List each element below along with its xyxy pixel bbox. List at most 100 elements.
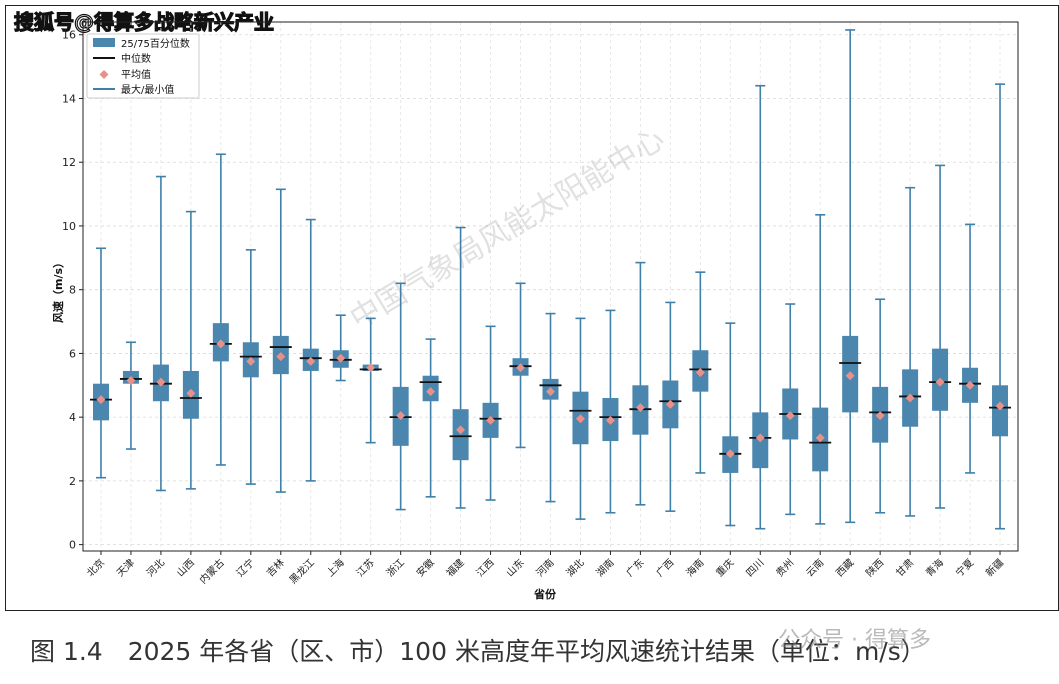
x-tick-label: 四川 [744, 557, 766, 579]
mean-marker [575, 414, 585, 424]
box-21 [689, 271, 712, 474]
legend-label-median: 中位数 [121, 52, 151, 65]
x-tick-label: 北京 [84, 556, 107, 579]
mean-marker [755, 433, 765, 443]
x-tick-label: 安徽 [413, 556, 436, 579]
x-tick-label: 云南 [803, 556, 826, 579]
mean-marker [695, 368, 705, 378]
x-tick-label: 辽宁 [234, 556, 257, 579]
box-7 [269, 188, 292, 493]
box-9 [329, 314, 352, 382]
x-axis-label: 省份 [533, 587, 557, 601]
mean-marker [995, 401, 1005, 411]
x-tick-label: 西藏 [834, 557, 857, 580]
box-12 [419, 338, 442, 498]
x-tick-label: 河北 [144, 557, 167, 580]
x-tick-label: 湖南 [593, 556, 616, 579]
y-tick-label: 4 [69, 411, 76, 424]
box-31 [989, 83, 1012, 530]
box-18 [599, 309, 622, 514]
mean-marker [186, 388, 196, 398]
legend-swatch-mean [99, 70, 109, 79]
box-8 [299, 218, 322, 482]
box-14 [479, 325, 502, 501]
mean-marker [875, 411, 885, 421]
box-20 [659, 301, 682, 512]
mean-marker [396, 411, 406, 421]
y-tick-label: 0 [69, 539, 76, 552]
x-tick-label: 青海 [923, 556, 946, 579]
mean-marker [935, 377, 945, 387]
box-30 [959, 223, 982, 474]
mean-marker [276, 352, 286, 362]
box-27 [869, 298, 892, 514]
mean-marker [426, 387, 436, 397]
mean-marker [845, 371, 855, 381]
x-tick-label: 山东 [503, 556, 526, 579]
y-tick-labels: 0 2 4 6 8 10 12 14 16 [62, 29, 83, 552]
x-tick-label: 海南 [683, 556, 706, 579]
mean-marker [486, 415, 496, 425]
mean-marker [965, 380, 975, 390]
y-tick-label: 10 [62, 220, 76, 233]
x-tick-label: 陕西 [863, 556, 886, 579]
box-6 [239, 249, 262, 485]
mean-marker [815, 433, 825, 443]
box-2 [119, 341, 142, 450]
mean-marker [905, 393, 915, 403]
box-11 [389, 282, 412, 511]
box-1 [89, 247, 112, 479]
mean-marker [546, 387, 555, 397]
x-tick-labels: 北京 天津 河北 山西 内蒙古 辽宁 吉林 黑龙江 上海 江苏 浙江 安徽 福建 江西 山东 河南 湖北 湖南 广东… [84, 551, 1006, 586]
y-tick-label: 16 [62, 29, 76, 42]
figure-caption: 图 1.4 2025 年各省（区、市）100 米高度年平均风速统计结果（单位：m… [30, 637, 926, 666]
x-tick-label: 吉林 [264, 556, 287, 579]
x-tick-label: 江苏 [353, 556, 376, 579]
legend-label-box: 25/75百分位数 [121, 37, 190, 50]
boxplot-chart: 0 2 4 6 8 10 12 14 16 北京 天津 河北 山西 内蒙古 辽宁 吉林 黑龙江 上海 江苏 浙江 安徽… [51, 21, 1019, 601]
mean-marker [665, 399, 675, 409]
legend-label-whisker: 最大/最小值 [121, 83, 174, 96]
mean-marker [306, 356, 316, 366]
x-tick-label: 福建 [443, 556, 466, 579]
box-29 [929, 164, 952, 509]
legend-swatch-box [93, 38, 115, 47]
y-tick-label: 2 [69, 475, 76, 488]
x-tick-label: 宁夏 [953, 556, 976, 579]
box-28 [899, 186, 922, 517]
box-23 [749, 84, 772, 530]
x-tick-label: 天津 [114, 557, 137, 580]
x-tick-label: 重庆 [713, 556, 736, 579]
y-axis-label: 风速（m/s） [51, 257, 65, 323]
x-tick-label: 广东 [623, 556, 646, 579]
x-tick-label: 广西 [654, 557, 677, 580]
box-13 [449, 226, 472, 509]
x-tick-label: 内蒙古 [197, 556, 227, 586]
mean-marker [635, 403, 645, 413]
y-tick-label: 14 [62, 92, 76, 105]
x-tick-label: 甘肃 [893, 556, 916, 579]
y-tick-label: 12 [62, 156, 76, 169]
x-tick-label: 山西 [174, 557, 197, 580]
box-10 [359, 317, 382, 444]
box-5 [209, 153, 232, 466]
box-25 [809, 213, 832, 525]
y-tick-label: 8 [69, 284, 76, 297]
legend: 25/75百分位数 中位数 平均值 最大/最小值 [86, 33, 200, 99]
x-tick-label: 湖北 [564, 557, 587, 580]
box-19 [629, 261, 652, 506]
chart-frame [5, 5, 1059, 611]
mean-marker [96, 395, 106, 405]
mean-marker [516, 363, 526, 373]
legend-frame [86, 33, 200, 99]
boxes-layer [89, 29, 1012, 530]
x-tick-label: 贵州 [773, 556, 796, 579]
box-15 [509, 282, 532, 449]
mean-marker [336, 353, 346, 363]
mean-marker [246, 356, 256, 366]
y-tick-label: 6 [69, 347, 76, 360]
box-22 [719, 322, 742, 527]
mean-marker [156, 377, 166, 387]
mean-marker [126, 376, 136, 386]
legend-label-mean: 平均值 [121, 68, 151, 81]
